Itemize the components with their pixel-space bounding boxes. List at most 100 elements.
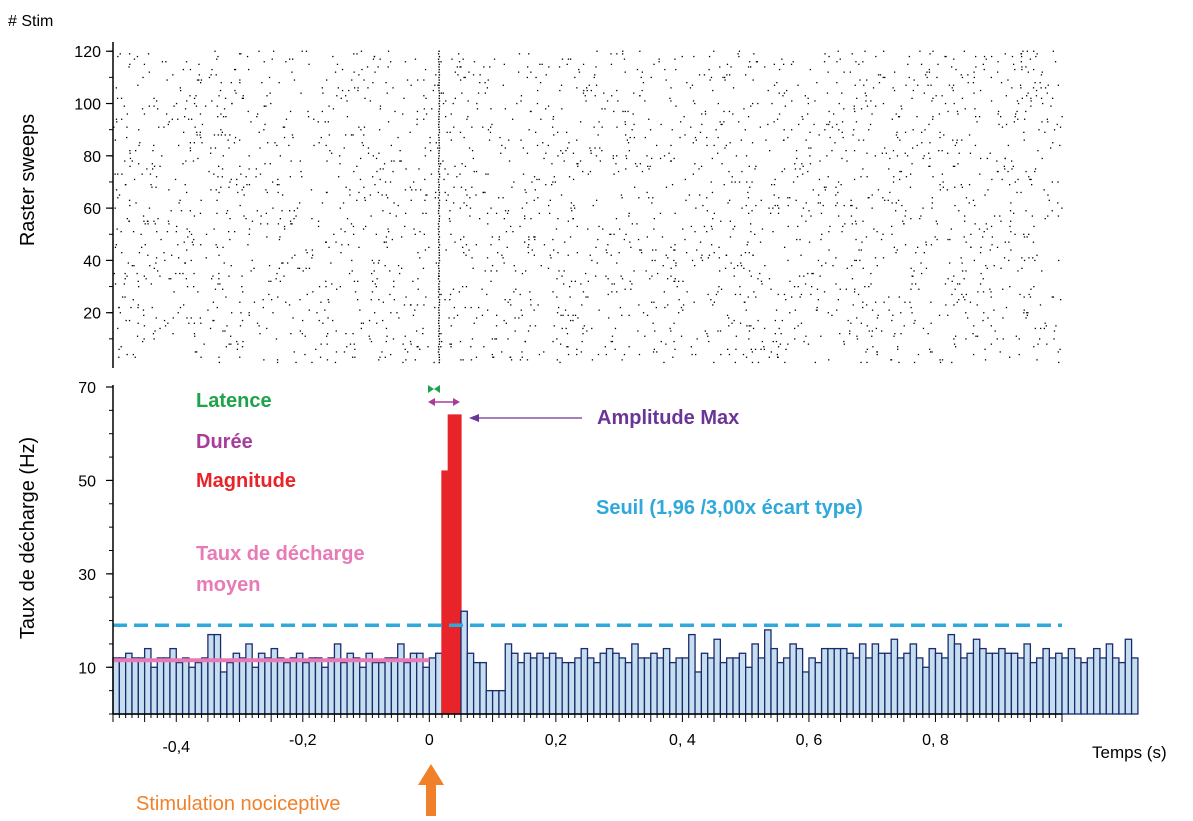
raster-spike (530, 299, 532, 301)
raster-spike (330, 262, 332, 264)
raster-spike (862, 267, 864, 269)
raster-spike (552, 116, 555, 118)
raster-spike (852, 304, 854, 306)
raster-spike (663, 361, 665, 364)
raster-spike (392, 87, 394, 89)
raster-spike (812, 189, 814, 191)
raster-spike (690, 126, 692, 128)
raster-spike (569, 286, 571, 288)
raster-spike (946, 189, 948, 191)
raster-spike (727, 202, 729, 204)
raster-spike (711, 157, 713, 160)
raster-spike (278, 238, 281, 241)
raster-spike (1014, 68, 1016, 71)
raster-spike (586, 87, 588, 89)
raster-spike (613, 283, 615, 285)
raster-spike (598, 309, 600, 311)
raster-spike (561, 58, 564, 60)
raster-spike (854, 259, 856, 262)
raster-spike (661, 236, 664, 238)
raster-spike (553, 325, 555, 327)
raster-spike (750, 348, 752, 350)
raster-spike (502, 84, 504, 86)
psth-bar (580, 647, 589, 715)
raster-spike (152, 168, 154, 170)
raster-spike (118, 356, 120, 358)
raster-spike (263, 359, 265, 361)
raster-spike (1034, 327, 1036, 330)
raster-spike (975, 116, 977, 118)
raster-spike (958, 299, 960, 301)
raster-spike (1010, 231, 1012, 233)
raster-spike (242, 97, 244, 99)
raster-spike (266, 223, 269, 225)
raster-spike (875, 105, 877, 107)
raster-spike (1053, 338, 1055, 340)
raster-spike (257, 113, 259, 115)
raster-spike (983, 68, 985, 71)
raster-spike (437, 233, 440, 236)
raster-spike (503, 319, 505, 322)
psth-bar (681, 657, 690, 715)
raster-spike (671, 129, 673, 131)
raster-spike (425, 296, 427, 298)
raster-spike (541, 63, 543, 65)
raster-spike (658, 61, 660, 63)
raster-spike (136, 335, 139, 337)
raster-spike (853, 108, 855, 110)
raster-spike (863, 84, 865, 86)
raster-spike (518, 71, 520, 73)
raster-spike (450, 325, 452, 327)
raster-spike (432, 89, 434, 92)
raster-spike (794, 309, 796, 311)
raster-spike (783, 293, 786, 296)
raster-spike (858, 249, 860, 251)
raster-spike (353, 170, 355, 173)
raster-spike (519, 225, 521, 228)
raster-spike (248, 314, 250, 316)
raster-spike (860, 322, 862, 324)
raster-spike (178, 144, 180, 147)
psth-bar (846, 652, 854, 715)
raster-spike (686, 291, 688, 293)
raster-spike (356, 199, 358, 201)
psth-bar (732, 657, 740, 715)
raster-spike (611, 335, 614, 337)
raster-spike (445, 116, 447, 118)
raster-spike (119, 312, 121, 314)
raster-spike (932, 118, 934, 120)
raster-spike (944, 102, 947, 105)
raster-spike (898, 296, 900, 298)
raster-spike (508, 139, 510, 141)
raster-spike (459, 207, 461, 209)
raster-spike (198, 74, 200, 76)
raster-spike (913, 79, 915, 81)
raster-spike (159, 327, 161, 330)
raster-spike (745, 356, 748, 358)
raster-spike (415, 189, 417, 191)
raster-spike (218, 356, 220, 358)
raster-spike (585, 296, 587, 298)
raster-spike (893, 176, 895, 178)
raster-spike (438, 194, 440, 196)
raster-spike (306, 252, 308, 254)
raster-spike (504, 299, 506, 301)
raster-spike (520, 139, 522, 141)
raster-spike (502, 257, 504, 259)
raster-spike (710, 76, 713, 79)
raster-spike (805, 202, 807, 204)
raster-spike (629, 280, 631, 282)
raster-spike (740, 254, 742, 256)
raster-spike (334, 361, 337, 364)
raster-spike (888, 168, 890, 170)
raster-spike (208, 170, 210, 173)
raster-spike (542, 142, 544, 144)
raster-spike (590, 150, 592, 152)
raster-spike (675, 262, 677, 264)
raster-spike (997, 170, 999, 173)
raster-spike (387, 197, 389, 199)
raster-spike (669, 97, 671, 99)
raster-spike (587, 173, 589, 175)
raster-spike (599, 160, 601, 162)
psth-bar (675, 657, 684, 715)
